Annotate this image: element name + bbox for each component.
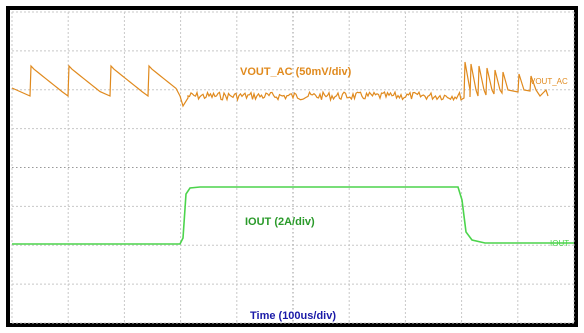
iout-trace	[12, 186, 574, 245]
iout-label: IOUT (2A/div)	[245, 216, 315, 228]
vout-marker: VOUT_AC	[530, 77, 568, 86]
grid	[11, 11, 575, 324]
vout-trace	[11, 61, 549, 108]
screen-frame	[6, 6, 578, 327]
time-label: Time (100us/div)	[250, 310, 336, 322]
vout-label: VOUT_AC (50mV/div)	[240, 66, 352, 78]
iout-marker: IOUT	[550, 239, 569, 248]
